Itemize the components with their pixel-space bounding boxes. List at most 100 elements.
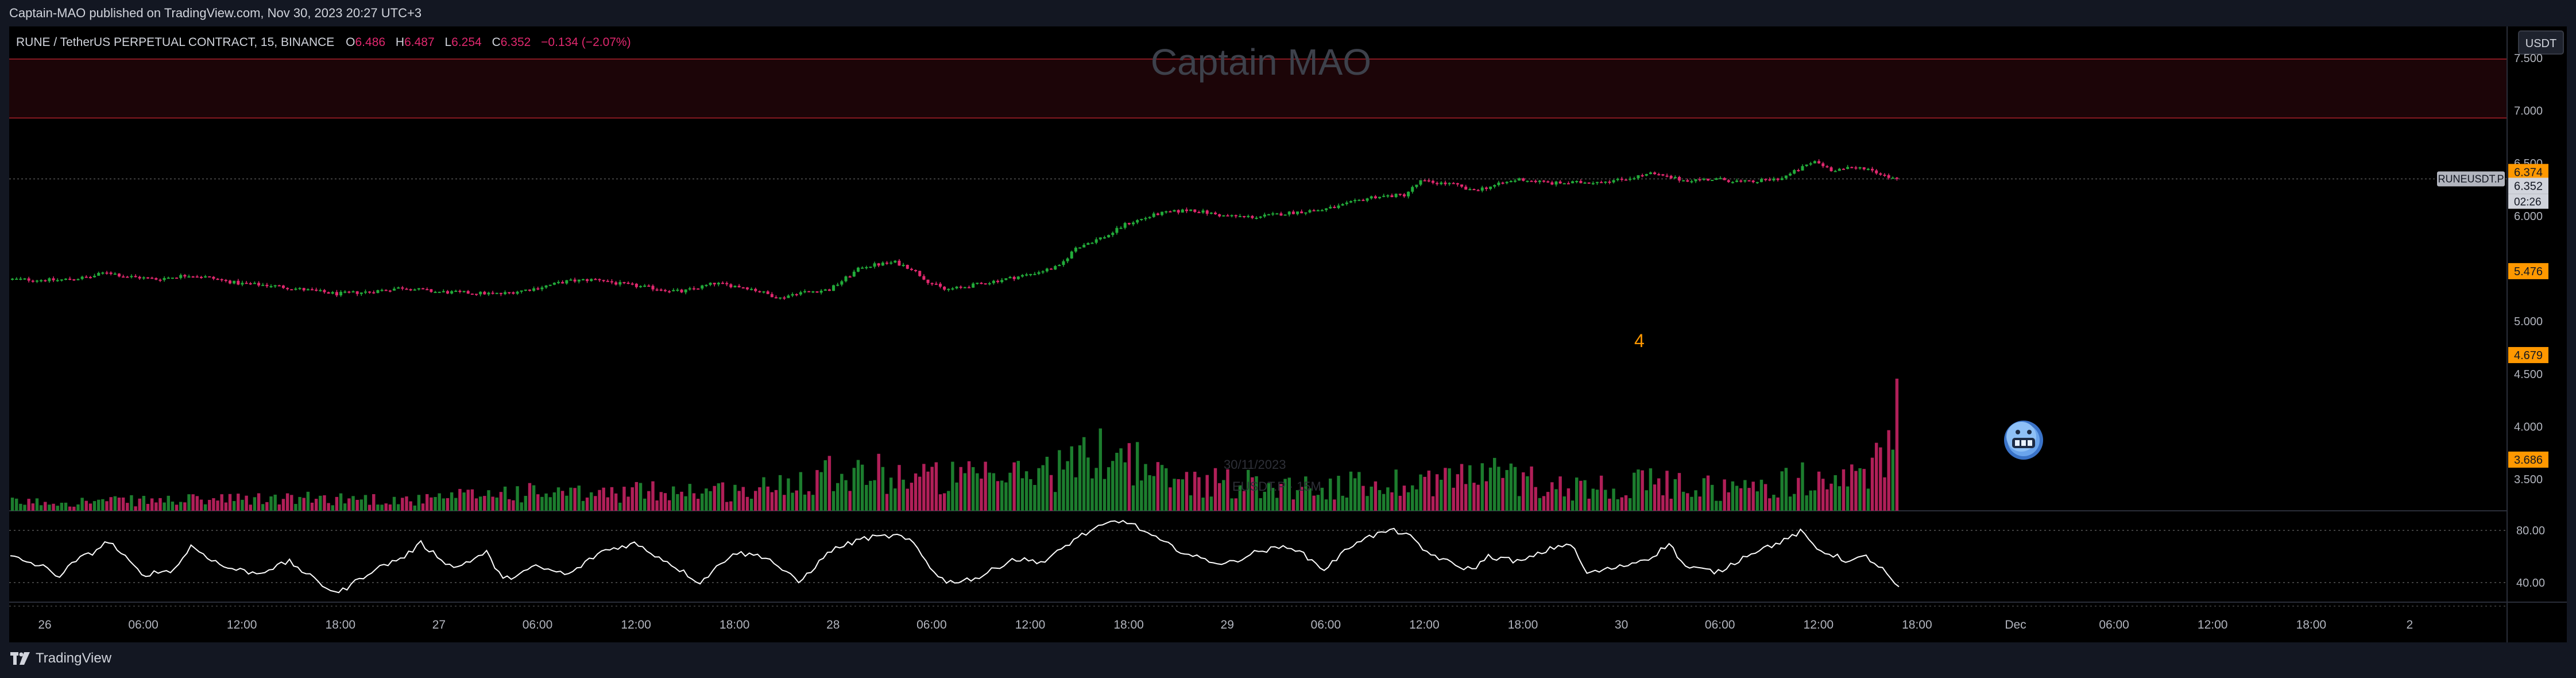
candle-body <box>76 279 80 280</box>
candle-body <box>290 289 293 291</box>
candle-body <box>1538 180 1541 182</box>
candle-body <box>1304 212 1308 214</box>
volume-bar <box>1033 484 1036 511</box>
volume-bar <box>910 483 914 511</box>
volume-bar <box>1275 498 1279 511</box>
candle-body <box>544 285 548 288</box>
candle-body <box>1489 186 1492 189</box>
volume-bar <box>39 505 43 511</box>
candle-body <box>889 262 893 264</box>
volume-bar <box>48 504 51 511</box>
volume-bar <box>1324 499 1328 511</box>
candle-body <box>1058 265 1061 267</box>
candle-body <box>426 289 429 291</box>
rsi-panel <box>9 519 2507 607</box>
volume-bar <box>1509 463 1513 511</box>
symbol-info[interactable]: RUNE / TetherUS PERPETUAL CONTRACT, 15, … <box>16 36 631 49</box>
candle-body <box>56 280 59 282</box>
volume-bar <box>1719 500 1722 511</box>
candle-body <box>1858 167 1862 169</box>
candle-body <box>943 286 946 290</box>
volume-bar <box>285 493 289 511</box>
volume-bar <box>1484 481 1488 511</box>
candle-body <box>68 279 72 280</box>
volume-bar <box>109 497 113 511</box>
candle-body <box>1600 182 1603 183</box>
tradingview-logo[interactable]: TradingView <box>10 650 111 667</box>
volume-bar <box>434 496 437 511</box>
volume-bar <box>865 484 868 511</box>
chart-canvas[interactable]: Captain MAO RUNE / TetherUS PERPETUAL CO… <box>9 26 2567 642</box>
volume-bar <box>35 498 39 511</box>
volume-bar <box>614 493 618 511</box>
volume-bar <box>963 473 967 511</box>
volume-bar <box>1587 498 1591 511</box>
volume-bar <box>1140 480 1143 511</box>
volume-bar <box>1349 471 1353 511</box>
volume-bar <box>1628 498 1632 511</box>
price-tick-label: 4.500 <box>2514 368 2543 381</box>
volume-bar <box>1747 488 1751 511</box>
volume-bar <box>60 502 64 511</box>
close-label: C <box>492 36 501 49</box>
candle-body <box>614 282 618 285</box>
candle-body <box>1197 211 1201 213</box>
candle-body <box>84 276 88 278</box>
volume-bar <box>1357 472 1361 511</box>
candle-body <box>187 276 191 278</box>
candle-body <box>729 284 733 288</box>
volume-bar <box>680 491 683 511</box>
robot-emoji-icon[interactable] <box>2004 421 2043 460</box>
volume-bar <box>1567 488 1571 511</box>
candle-body <box>1464 186 1468 190</box>
volume-bar <box>1148 475 1151 511</box>
volume-bar <box>319 495 322 511</box>
volume-bar <box>692 493 696 511</box>
volume-bar <box>1456 474 1460 511</box>
volume-bar <box>130 495 133 511</box>
candle-body <box>1448 183 1451 184</box>
candle-body <box>409 289 412 291</box>
price-tag-label: 4.679 <box>2514 349 2543 362</box>
candle-body <box>1480 187 1484 191</box>
volume-bar <box>1209 496 1213 511</box>
volume-bar <box>1242 491 1246 511</box>
volume-bar <box>478 496 482 511</box>
volume-bar <box>1312 495 1316 511</box>
volume-bar <box>167 495 170 511</box>
volume-bar <box>1862 469 1866 511</box>
volume-bar <box>1173 479 1176 511</box>
candle-body <box>1271 213 1275 215</box>
volume-bar <box>409 501 412 511</box>
candle-body <box>1156 213 1159 215</box>
volume-bar <box>195 496 199 511</box>
time-tick-label: 29 <box>1221 618 1234 631</box>
open-label: O <box>346 36 355 49</box>
candle-body <box>1567 183 1570 184</box>
time-tick-label: 06:00 <box>2099 618 2129 631</box>
candle-body <box>745 287 749 290</box>
volume-bar <box>1480 463 1484 511</box>
time-tick-label: 12:00 <box>2198 618 2228 631</box>
volume-bar <box>1045 456 1049 511</box>
resistance-zone <box>9 58 2507 119</box>
volume-bar <box>1468 465 1472 511</box>
candle-body <box>1205 210 1209 214</box>
candle-body <box>413 289 416 291</box>
volume-bar <box>1751 481 1755 511</box>
volume-bar <box>1341 495 1344 511</box>
volume-bar <box>228 494 232 511</box>
volume-bar <box>1066 461 1069 511</box>
candle-body <box>992 280 995 283</box>
currency-button[interactable]: USDT <box>2518 30 2564 55</box>
volume-bar <box>1247 469 1250 511</box>
volume-bar <box>491 496 494 511</box>
time-tick-label: 12:00 <box>1804 618 1834 631</box>
candle-body <box>261 284 265 286</box>
volume-bar <box>212 498 215 511</box>
candle-body <box>1587 182 1591 184</box>
volume-bar <box>1370 486 1373 511</box>
time-axis[interactable]: 26 06:00 12:00 18:00 27 06:00 12:00 18:00 28 06:0… <box>38 618 2413 631</box>
volume-bar <box>503 486 507 511</box>
volume-bar <box>647 491 651 511</box>
